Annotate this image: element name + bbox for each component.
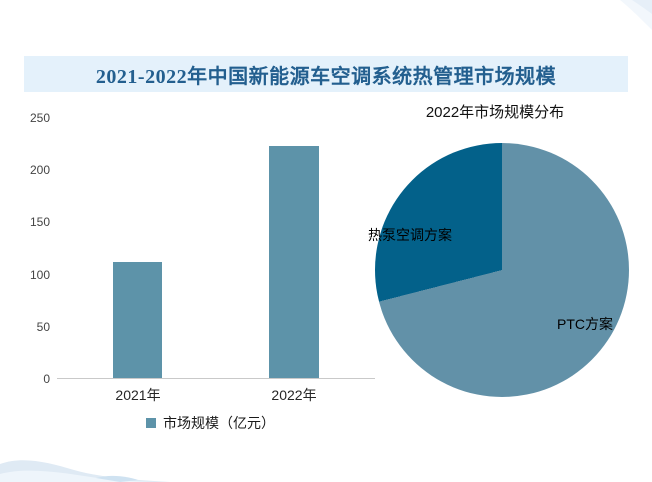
y-axis-tick-labels: 250 200 150 100 50 0 (22, 112, 50, 385)
y-tick-label: 150 (29, 215, 50, 230)
bar-plot-area (57, 118, 375, 379)
legend-label: 市场规模（亿元） (163, 415, 275, 431)
corner-flourish-bottom-left (0, 460, 170, 482)
pie-slice-label-ptc: PTC方案 (557, 316, 613, 332)
pie-chart-title: 2022年市场规模分布 (425, 104, 565, 121)
y-tick-label: 100 (29, 267, 50, 282)
bar-2022 (269, 146, 319, 378)
legend-swatch (146, 418, 156, 428)
x-tick-label-2022: 2022年 (271, 387, 317, 403)
bar-2021 (113, 261, 162, 378)
y-tick-label: 0 (43, 371, 50, 386)
y-tick-label: 200 (29, 163, 50, 178)
corner-flourish-top-right (620, 0, 652, 30)
pie-slice-label-heatpump: 热泵空调方案 (368, 227, 452, 243)
y-tick-label: 50 (36, 319, 50, 334)
chart-title: 2021-2022年中国新能源车空调系统热管理市场规模 (95, 65, 557, 88)
pie (375, 143, 629, 397)
x-tick-label-2021: 2021年 (115, 387, 161, 403)
legend: 市场规模（亿元） (146, 413, 275, 433)
y-tick-label: 250 (29, 111, 50, 125)
chart-title-banner: 2021-2022年中国新能源车空调系统热管理市场规模 (24, 56, 628, 92)
x-axis-labels: 2021年 2022年 (0, 385, 652, 403)
